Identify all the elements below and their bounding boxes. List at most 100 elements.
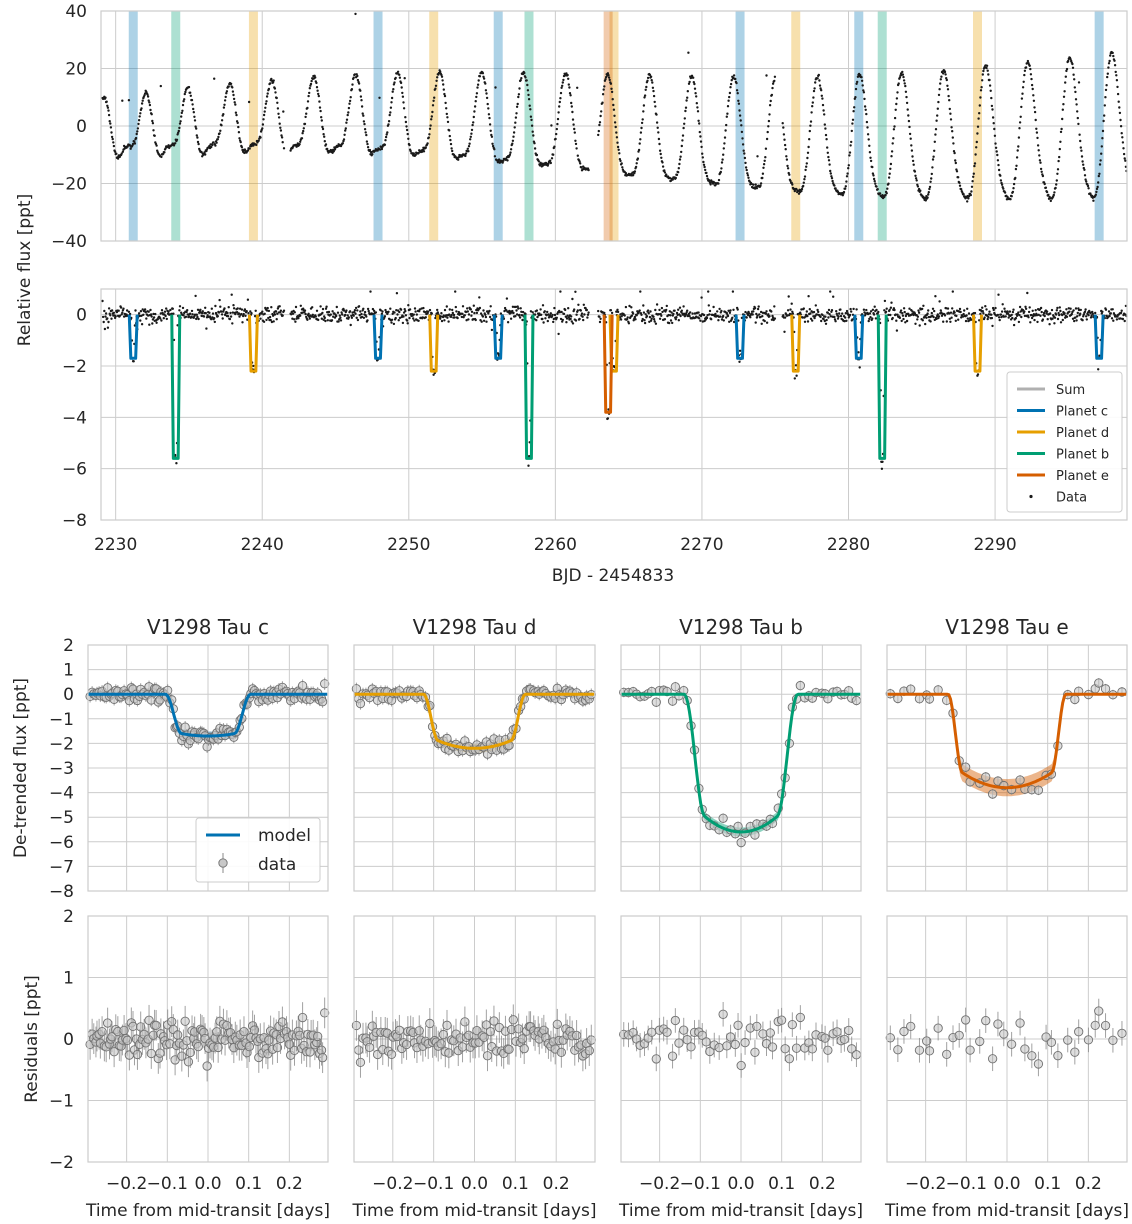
- data-point: [924, 1046, 935, 1056]
- data-point: [839, 1034, 850, 1045]
- data-point: [401, 1039, 412, 1050]
- data-point: [109, 1047, 119, 1057]
- legend-entry: Data: [1056, 491, 1087, 506]
- x-tick-label: 0.1: [1034, 1174, 1061, 1194]
- legend-entry: Sum: [1056, 383, 1085, 398]
- data-point: [584, 1045, 594, 1056]
- transit-window-c: [854, 11, 864, 241]
- data-point: [1046, 1037, 1057, 1047]
- transit-model-planet-d: [790, 314, 802, 373]
- transit-model-planet-c: [1093, 314, 1105, 360]
- data-point: [244, 1041, 255, 1052]
- y-tick-label: −5: [49, 808, 74, 828]
- legend-swatch-data: [1029, 494, 1033, 499]
- data-point: [670, 682, 680, 692]
- data-point: [987, 1054, 998, 1064]
- x-tick-label: −0.1: [946, 1174, 987, 1194]
- x-tick-label: −0.1: [147, 1174, 188, 1194]
- data-point: [733, 821, 743, 832]
- data-point: [1108, 1035, 1118, 1045]
- data-point: [987, 789, 998, 799]
- data-point: [167, 1016, 177, 1027]
- data-point: [1100, 1020, 1111, 1031]
- data-point: [1063, 1035, 1073, 1045]
- data-point: [993, 1019, 1003, 1029]
- legend-model-data: model data: [195, 817, 321, 883]
- data-point: [750, 1047, 760, 1057]
- transit-window-d: [429, 11, 439, 241]
- y-tick-label: −4: [49, 784, 74, 804]
- data-point: [320, 679, 330, 689]
- data-point: [765, 1028, 775, 1038]
- raw-panel-frame: [100, 10, 1128, 242]
- data-point: [508, 1015, 518, 1025]
- x-tick-label: 0.1: [768, 1174, 795, 1194]
- data-point: [155, 1048, 165, 1058]
- x-axis-label-mid-transit: Time from mid-transit [days]: [618, 1201, 863, 1221]
- data-point: [795, 1012, 806, 1023]
- x-tick-label: 2230: [94, 535, 137, 555]
- data-point: [975, 1036, 985, 1047]
- data-point: [718, 1009, 728, 1019]
- y-tick-label: 1: [63, 969, 74, 989]
- data-point: [444, 1048, 454, 1058]
- data-point: [438, 1029, 449, 1040]
- x-axis-label-mid-transit: Time from mid-transit [days]: [351, 1201, 596, 1221]
- legend-entry: Planet e: [1056, 469, 1109, 484]
- data-point: [436, 1039, 446, 1049]
- legend-entry: Planet b: [1056, 448, 1109, 463]
- data-point: [960, 762, 971, 772]
- data-point: [647, 1027, 657, 1037]
- x-tick-label: 2250: [387, 535, 430, 555]
- x-tick-label: 0.0: [993, 1174, 1020, 1194]
- data-point: [1117, 1028, 1127, 1038]
- data-point: [899, 1026, 909, 1037]
- transit-window-c: [493, 11, 503, 241]
- data-point: [1083, 1035, 1094, 1045]
- transit-panel-frame: [886, 644, 1128, 892]
- data-point: [202, 1061, 212, 1071]
- x-tick-label: −0.1: [680, 1174, 721, 1194]
- legend: Sum Planet c Planet d Planet b Planet e Data: [1006, 371, 1123, 513]
- data-point: [519, 1044, 529, 1054]
- data-point: [847, 1044, 857, 1054]
- detrended-light-curve-panel: 0 −2 −4 −6 −8 2230 2240 2250 2260 2270 2280 2290 Sum…: [62, 288, 1128, 555]
- model-line: [354, 692, 595, 750]
- y-tick-label: −2: [49, 1153, 74, 1173]
- data-point: [213, 1042, 223, 1053]
- y-tick-label: −3: [49, 759, 74, 779]
- data-point: [795, 680, 806, 691]
- legend-entry: Planet d: [1056, 426, 1109, 441]
- y-axis-label-relative-flux: Relative flux [ppt]: [15, 194, 35, 346]
- x-tick-label: 0.2: [1075, 1174, 1102, 1194]
- x-tick-label: 2290: [973, 535, 1016, 555]
- residual-panel-frame: [353, 915, 596, 1163]
- data-point: [425, 1018, 435, 1029]
- residual-panel-planet-e: −0.2 −0.1 0.0 0.1 0.2 Time from mid-transit […: [884, 915, 1129, 1221]
- data-point: [733, 1020, 743, 1030]
- y-axis-label-residuals: Residuals [ppt]: [22, 975, 42, 1103]
- data-point: [180, 1016, 190, 1026]
- x-tick-label: −0.2: [106, 1174, 147, 1194]
- panel-title: V1298 Tau c: [147, 615, 269, 639]
- data-point: [442, 1020, 452, 1030]
- data-point: [460, 1017, 470, 1027]
- transit-model-planet-c: [734, 314, 746, 360]
- raw-light-curve-panel: 40 20 0 −20 −40: [51, 2, 1128, 252]
- x-tick-label: 2260: [534, 535, 577, 555]
- data-point: [1074, 1027, 1084, 1037]
- data-point: [674, 1038, 684, 1048]
- data-point: [151, 1020, 161, 1031]
- transit-model-planet-b: [170, 314, 182, 460]
- x-tick-label: 0.0: [727, 1174, 754, 1194]
- transit-window-d: [791, 11, 801, 241]
- x-tick-label: 0.2: [543, 1174, 570, 1194]
- data-point: [670, 1015, 680, 1026]
- transit-model-planet-b: [523, 314, 535, 460]
- data-point: [1070, 1047, 1080, 1057]
- data-point: [942, 1049, 952, 1059]
- data-point: [730, 1039, 740, 1050]
- transit-model-planet-e: [602, 314, 614, 414]
- x-tick-label: 0.1: [502, 1174, 529, 1194]
